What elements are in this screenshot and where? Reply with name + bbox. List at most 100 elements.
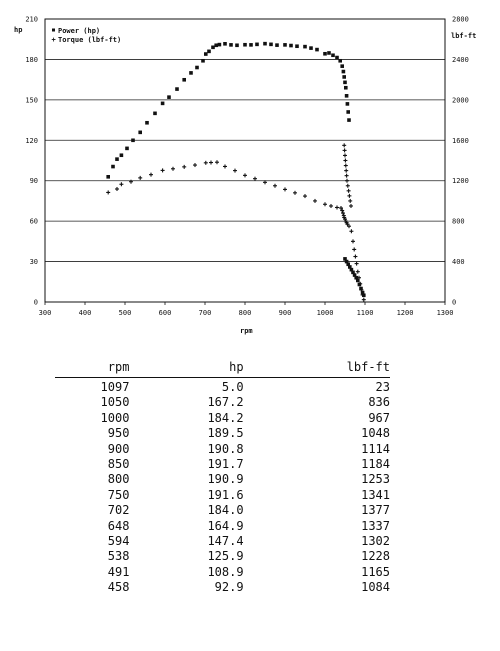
- torque-point: [349, 203, 353, 208]
- torque-point: [353, 254, 358, 259]
- power-point: [207, 49, 211, 54]
- power-point: [145, 120, 149, 125]
- series-1: [106, 160, 366, 302]
- power-point: [204, 52, 208, 56]
- cell-rpm: 1000: [100, 410, 130, 425]
- legend-power-label: Power (hp): [58, 27, 100, 35]
- torque-point: [361, 297, 366, 302]
- torque-point: [347, 224, 351, 229]
- torque-point: [223, 164, 227, 169]
- x-tick-label: 600: [159, 309, 172, 317]
- right-tick-label: 800: [452, 218, 465, 226]
- power-point: [335, 55, 339, 60]
- cell-rpm: 491: [107, 564, 130, 579]
- right-tick-label: 2000: [452, 96, 469, 104]
- power-point: [106, 175, 110, 179]
- torque-point: [345, 222, 350, 227]
- table-row: 900 190.8 1114: [55, 442, 390, 457]
- power-point: [357, 282, 362, 287]
- torque-point: [182, 164, 187, 169]
- cell-lbf-ft: 1337: [361, 518, 390, 533]
- header-hp: hp: [129, 360, 244, 378]
- series-0: [106, 41, 366, 298]
- x-tick-label: 300: [39, 309, 52, 317]
- cell-hp: 5.0: [221, 380, 244, 394]
- table-row: 1097 5.0 23: [55, 378, 390, 396]
- cell-hp: 125.9: [207, 549, 244, 564]
- table-row: 458 92.9 1084: [55, 580, 390, 595]
- power-point: [347, 118, 351, 122]
- torque-point: [233, 168, 237, 173]
- table-row: 594 147.4 1302: [55, 534, 390, 549]
- power-point: [331, 53, 335, 58]
- cell-rpm: 750: [107, 487, 130, 502]
- right-tick-label: 0: [452, 299, 456, 307]
- power-point: [243, 42, 247, 47]
- series-2: [343, 257, 365, 295]
- torque-point: [343, 158, 348, 163]
- cell-hp: 184.0: [207, 503, 244, 518]
- power-point: [211, 45, 215, 50]
- cell-lbf-ft: 836: [368, 395, 390, 410]
- power-point: [348, 265, 352, 269]
- power-point: [343, 257, 347, 261]
- table-row: 1000 184.2 967: [55, 411, 390, 426]
- power-point: [359, 286, 363, 291]
- power-point: [346, 110, 350, 114]
- table-header-row: rpm hp lbf-ft: [55, 360, 390, 378]
- series-3: [342, 143, 353, 208]
- plot-frame: [44, 18, 446, 303]
- torque-point: [349, 229, 354, 234]
- torque-point: [345, 183, 350, 188]
- cell-hp: 164.9: [207, 518, 244, 533]
- table-row: 750 191.6 1341: [55, 488, 390, 503]
- cell-lbf-ft: 1048: [361, 426, 390, 441]
- cell-hp: 108.9: [207, 564, 244, 579]
- header-lbf-ft: lbf-ft: [243, 360, 390, 378]
- torque-point: [323, 202, 327, 207]
- torque-point: [263, 180, 267, 185]
- table-row: 702 184.0 1377: [55, 503, 390, 518]
- cell-hp: 92.9: [214, 580, 244, 595]
- table-row: 950 189.5 1048: [55, 426, 390, 441]
- torque-point: [303, 194, 307, 199]
- cell-hp: 190.8: [207, 441, 244, 456]
- power-point: [167, 95, 171, 99]
- cell-hp: 191.6: [207, 487, 244, 502]
- cell-rpm: 594: [107, 534, 130, 549]
- power-point: [217, 42, 222, 47]
- cell-hp: 147.4: [207, 534, 244, 549]
- left-axis-ticks: 0 30 60 90 120 150 180 210: [25, 16, 38, 307]
- left-tick-label: 30: [30, 258, 38, 266]
- right-axis-unit: lbf-ft: [451, 32, 476, 40]
- power-point: [119, 153, 124, 158]
- cell-lbf-ft: 23: [375, 380, 390, 394]
- cell-hp: 189.5: [207, 426, 244, 441]
- x-tick-label: 1200: [397, 309, 414, 317]
- legend: Power (hp) + Torque (lbf-ft): [52, 27, 122, 44]
- cell-lbf-ft: 1165: [361, 564, 390, 579]
- power-point: [263, 41, 267, 46]
- power-point: [269, 42, 273, 47]
- cell-lbf-ft: 1302: [361, 534, 390, 549]
- power-point: [344, 85, 348, 90]
- left-axis-unit: hp: [14, 26, 22, 34]
- right-tick-label: 400: [452, 258, 465, 266]
- x-tick-label: 1300: [437, 309, 454, 317]
- x-tick-label: 400: [79, 309, 92, 317]
- power-point: [249, 43, 253, 47]
- cell-lbf-ft: 1114: [361, 441, 390, 456]
- x-axis-label: rpm: [240, 327, 253, 335]
- legend-torque-marker: +: [52, 36, 56, 44]
- power-point: [352, 273, 357, 277]
- torque-point: [203, 160, 208, 165]
- torque-point: [106, 190, 111, 195]
- power-point: [131, 138, 135, 143]
- torque-point: [354, 261, 359, 266]
- data-table-container: rpm hp lbf-ft 1097 5.0 23 1050 167.2 836 1000 1…: [55, 360, 390, 596]
- left-tick-label: 210: [25, 16, 38, 24]
- power-point: [189, 71, 193, 75]
- torque-point: [209, 160, 213, 165]
- torque-point: [343, 217, 347, 222]
- torque-point: [283, 187, 287, 192]
